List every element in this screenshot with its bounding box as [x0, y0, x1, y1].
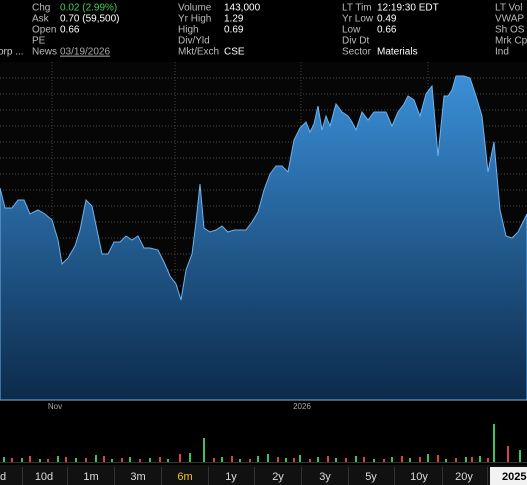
news-link[interactable]: 03/19/2026 — [60, 47, 110, 58]
field-label: LT Vol — [495, 3, 522, 14]
field-label: Mrk Cp — [495, 36, 527, 47]
range-button[interactable]: 2y — [272, 471, 284, 483]
field-label: PE — [32, 36, 46, 47]
field-label: Low — [342, 25, 361, 36]
field-value: 12:19:30 EDT — [377, 3, 439, 14]
field-value: 0.49 — [377, 14, 397, 25]
range-bar — [0, 465, 527, 485]
range-button[interactable]: d — [0, 471, 6, 483]
range-button[interactable]: 3m — [130, 471, 145, 483]
field-value: 0.66 — [60, 25, 80, 36]
range-button[interactable]: 20y — [455, 471, 473, 483]
range-button[interactable]: 10d — [35, 471, 53, 483]
field-value: 0.02 (2.99%) — [60, 3, 117, 14]
x-label: Nov — [48, 402, 62, 411]
field-value: 0.69 — [224, 25, 244, 36]
field-label: Yr High — [178, 14, 211, 25]
field-label: LT Tim — [342, 3, 372, 14]
range-button[interactable]: 2025 — [502, 471, 526, 483]
volume-up — [3, 424, 521, 462]
field-label: Volume — [178, 3, 212, 14]
field-label: Sh OS — [495, 25, 525, 36]
field-label: Div/Yld — [178, 36, 210, 47]
range-button[interactable]: 6m — [177, 471, 192, 483]
field-label: High — [178, 25, 199, 36]
field-value: 143,000 — [224, 3, 261, 14]
range-button[interactable]: 1m — [83, 471, 98, 483]
volume-down — [11, 446, 509, 462]
field-label: Ind — [495, 47, 509, 58]
field-label: Yr Low — [342, 14, 374, 25]
field-value: CSE — [224, 47, 245, 58]
field-value: 0.70 (59,500) — [60, 14, 120, 25]
field-label: Sector — [342, 47, 372, 58]
field-label: News — [32, 47, 57, 58]
range-button[interactable]: 5y — [365, 471, 377, 483]
field-value: 0.66 — [377, 25, 397, 36]
field-label: Open — [32, 25, 56, 36]
field-label: Chg — [32, 3, 50, 14]
field-value: 1.29 — [224, 14, 244, 25]
security-name: orp ... — [0, 47, 24, 58]
range-button[interactable]: 1y — [225, 471, 237, 483]
price-area — [0, 75, 527, 401]
range-button[interactable]: 3y — [319, 471, 331, 483]
field-value: Materials — [377, 47, 418, 58]
field-label: Mkt/Exch — [178, 47, 219, 58]
range-button[interactable]: 10y — [410, 471, 428, 483]
field-label: Ask — [32, 14, 50, 25]
range-current — [490, 467, 527, 485]
field-label: VWAP — [495, 14, 524, 25]
field-label: Div Dt — [342, 36, 369, 47]
x-label: 2026 — [293, 402, 311, 411]
